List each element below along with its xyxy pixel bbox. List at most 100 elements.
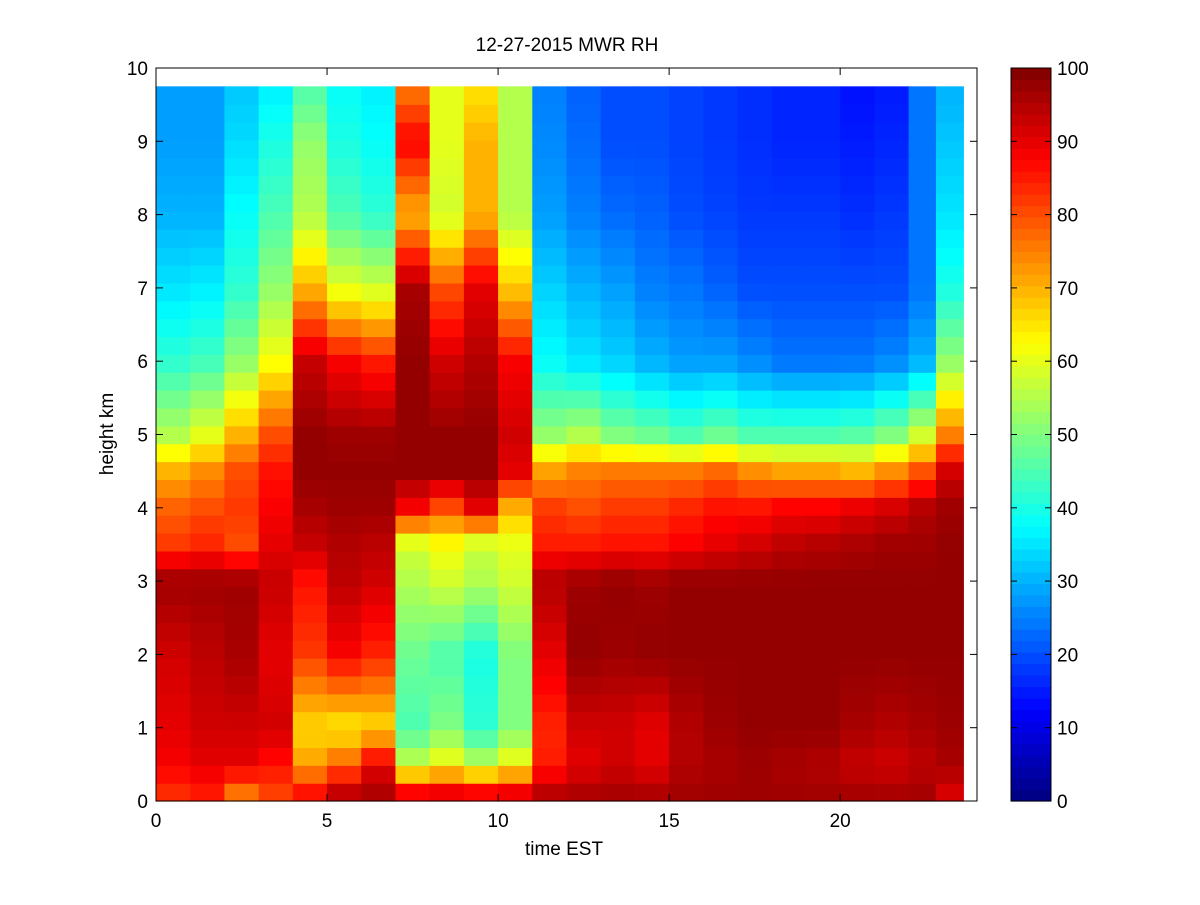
heatmap-cell bbox=[327, 175, 362, 195]
heatmap-cell bbox=[634, 211, 670, 230]
colorbar-tick-label: 70 bbox=[1057, 279, 1078, 300]
heatmap-cell bbox=[190, 139, 226, 159]
heatmap-cell bbox=[805, 122, 841, 141]
heatmap-cell bbox=[224, 354, 260, 373]
heatmap-cell bbox=[908, 425, 937, 445]
heatmap-cell bbox=[805, 604, 841, 623]
heatmap-cell bbox=[532, 747, 568, 766]
heatmap-cell bbox=[156, 122, 191, 141]
heatmap-cell bbox=[361, 622, 397, 641]
heatmap-cell bbox=[703, 264, 739, 284]
heatmap-cell bbox=[224, 139, 260, 159]
heatmap-cell bbox=[935, 658, 964, 677]
heatmap-cell bbox=[669, 300, 704, 320]
colorbar-segment bbox=[1011, 663, 1051, 676]
heatmap-cell bbox=[395, 193, 431, 212]
heatmap-cell bbox=[840, 247, 875, 266]
heatmap-cell bbox=[874, 282, 910, 302]
heatmap-cell bbox=[292, 318, 328, 338]
heatmap-cell bbox=[600, 658, 636, 677]
heatmap-cell bbox=[600, 640, 636, 659]
heatmap-cell bbox=[566, 675, 602, 695]
heatmap-cell bbox=[429, 229, 465, 248]
heatmap-cell bbox=[463, 336, 499, 355]
heatmap-cell bbox=[532, 264, 568, 284]
heatmap-cell bbox=[258, 550, 294, 570]
colorbar-segment bbox=[1011, 102, 1051, 115]
colorbar-segment bbox=[1011, 537, 1051, 550]
heatmap-cell bbox=[532, 336, 568, 355]
colorbar-segment bbox=[1011, 171, 1051, 184]
heatmap-cell bbox=[566, 783, 602, 802]
heatmap-cell bbox=[190, 658, 226, 677]
heatmap-cell bbox=[327, 264, 362, 284]
colorbar-segment bbox=[1011, 549, 1051, 562]
colorbar-segment bbox=[1011, 789, 1051, 802]
heatmap-cell bbox=[634, 264, 670, 284]
heatmap-cell bbox=[190, 336, 226, 355]
heatmap-cell bbox=[840, 783, 875, 802]
heatmap-cell bbox=[566, 318, 602, 338]
heatmap-cell bbox=[935, 604, 964, 623]
heatmap-cell bbox=[327, 282, 362, 302]
colorbar-segment bbox=[1011, 709, 1051, 722]
heatmap-cell bbox=[190, 765, 226, 784]
heatmap-cell bbox=[395, 157, 431, 177]
heatmap-cell bbox=[703, 193, 739, 212]
heatmap-cell bbox=[908, 675, 937, 695]
heatmap-cell bbox=[908, 461, 937, 480]
heatmap-cell bbox=[224, 497, 260, 516]
colorbar-segment bbox=[1011, 216, 1051, 229]
heatmap-cell bbox=[566, 729, 602, 748]
y-tick-label: 3 bbox=[137, 572, 148, 593]
heatmap-cell bbox=[908, 193, 937, 212]
heatmap-cell bbox=[190, 747, 226, 766]
heatmap-cell bbox=[669, 86, 704, 105]
heatmap-cell bbox=[703, 461, 739, 480]
colorbar-tick-label: 0 bbox=[1057, 792, 1068, 813]
heatmap-cell bbox=[190, 407, 226, 427]
colorbar-segment bbox=[1011, 629, 1051, 642]
heatmap-cell bbox=[463, 765, 499, 784]
heatmap-cell bbox=[361, 122, 397, 141]
heatmap-cell bbox=[395, 765, 431, 784]
heatmap-cell bbox=[429, 622, 465, 641]
heatmap-cell bbox=[224, 515, 260, 534]
heatmap-cell bbox=[292, 354, 328, 373]
colorbar-segment bbox=[1011, 193, 1051, 207]
heatmap-cell bbox=[874, 175, 910, 195]
heatmap-cell bbox=[258, 640, 294, 659]
heatmap-cell bbox=[703, 157, 739, 177]
heatmap-cell bbox=[600, 157, 636, 177]
heatmap-cell bbox=[935, 479, 964, 498]
heatmap-cell bbox=[669, 515, 704, 534]
heatmap-cell bbox=[874, 622, 910, 641]
heatmap-cell bbox=[292, 711, 328, 731]
heatmap-cell bbox=[600, 765, 636, 784]
heatmap-cell bbox=[395, 497, 431, 516]
heatmap-cell bbox=[361, 390, 397, 409]
colorbar-segment bbox=[1011, 571, 1051, 584]
heatmap-cell bbox=[703, 211, 739, 230]
heatmap-cell bbox=[258, 783, 294, 802]
heatmap-cell bbox=[498, 693, 533, 713]
heatmap-cell bbox=[395, 336, 431, 355]
heatmap-cell bbox=[258, 604, 294, 623]
heatmap-cell bbox=[908, 86, 937, 105]
heatmap-cell bbox=[703, 300, 739, 320]
heatmap-cell bbox=[190, 193, 226, 212]
heatmap-cell bbox=[327, 157, 362, 177]
heatmap-cell bbox=[327, 390, 362, 409]
heatmap-cell bbox=[737, 211, 773, 230]
heatmap-cell bbox=[429, 443, 465, 463]
heatmap-cell bbox=[566, 354, 602, 373]
y-tick-label: 6 bbox=[137, 352, 148, 373]
heatmap-cell bbox=[463, 122, 499, 141]
heatmap-cell bbox=[463, 711, 499, 731]
heatmap-cell bbox=[566, 604, 602, 623]
heatmap-cell bbox=[429, 104, 465, 123]
heatmap-cell bbox=[669, 675, 704, 695]
heatmap-cell bbox=[258, 193, 294, 212]
heatmap-cell bbox=[258, 479, 294, 498]
